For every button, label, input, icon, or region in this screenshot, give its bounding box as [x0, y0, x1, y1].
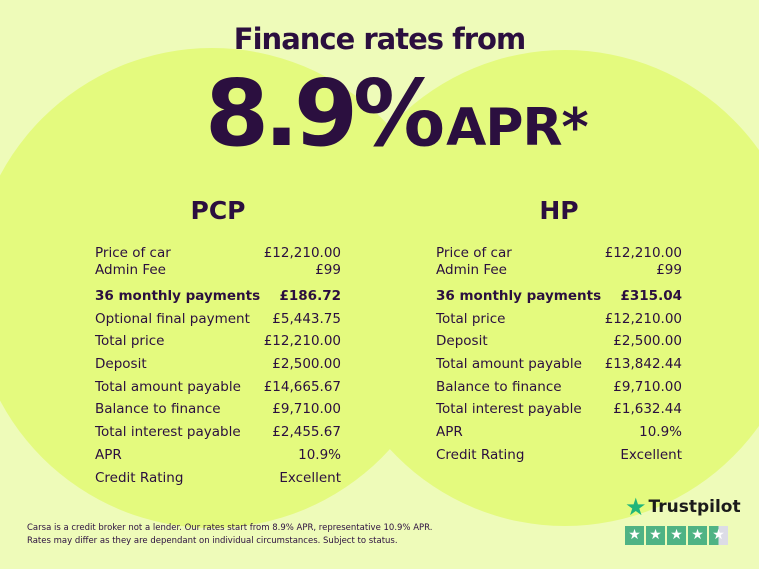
row-label: Admin Fee	[436, 262, 507, 278]
table-row: Optional final payment £5,443.75	[95, 308, 341, 331]
row-label: Price of car	[95, 245, 171, 261]
row-label: Total amount payable	[95, 378, 241, 395]
row-value: £2,500.00	[272, 356, 341, 373]
table-row: Balance to finance £9,710.00	[95, 398, 341, 421]
table-row: Deposit £2,500.00	[95, 353, 341, 376]
rating-half-star-icon: ★	[709, 526, 728, 545]
table-row: Credit Rating Excellent	[95, 467, 341, 490]
table-row: Total interest payable £1,632.44	[436, 398, 682, 421]
row-label: Price of car	[436, 245, 512, 261]
table-row: Total interest payable £2,455.67	[95, 421, 341, 444]
table-row: APR 10.9%	[95, 444, 341, 467]
row-label: Credit Rating	[436, 446, 525, 463]
row-label: Total interest payable	[436, 401, 582, 418]
table-row: Total price £12,210.00	[95, 330, 341, 353]
row-value: £9,710.00	[272, 401, 341, 418]
row-value: £12,210.00	[263, 333, 341, 350]
row-label: APR	[95, 446, 122, 463]
row-label: Total price	[436, 310, 506, 327]
table-row: Admin Fee £99	[95, 262, 341, 279]
disclaimer: Carsa is a credit broker not a lender. O…	[27, 522, 432, 548]
headline: Finance rates from	[233, 22, 526, 56]
hp-table: HP Price of car £12,210.00 Admin Fee £99 36 …	[436, 196, 682, 467]
row-value: £1,632.44	[613, 401, 682, 418]
trustpilot-badge: ★ Trustpilot ★ ★ ★ ★ ★	[625, 493, 741, 545]
rate-suffix: APR*	[446, 98, 589, 158]
pcp-table: PCP Price of car £12,210.00 Admin Fee £99 36…	[95, 196, 341, 489]
headline-rate: 8.9% APR*	[205, 60, 589, 167]
row-value: £315.04	[620, 288, 683, 304]
row-label: Balance to finance	[436, 378, 562, 395]
trustpilot-star-icon: ★	[625, 493, 647, 521]
row-label: Total amount payable	[436, 356, 582, 373]
row-label: 36 monthly payments	[95, 288, 261, 304]
rating-star-icon: ★	[625, 526, 644, 545]
row-value: Excellent	[620, 446, 682, 463]
row-value: £99	[315, 262, 341, 278]
row-label: Admin Fee	[95, 262, 166, 278]
row-value: Excellent	[279, 469, 341, 486]
row-value: £12,210.00	[604, 310, 682, 327]
table-row: Total price £12,210.00	[436, 308, 682, 331]
row-label: APR	[436, 424, 463, 441]
background-circle-right	[327, 50, 759, 526]
table-row: Balance to finance £9,710.00	[436, 376, 682, 399]
disclaimer-line: Rates may differ as they are dependant o…	[27, 536, 398, 546]
row-label: Optional final payment	[95, 310, 250, 327]
row-value: £2,500.00	[613, 333, 682, 350]
row-value: £2,455.67	[272, 424, 341, 441]
row-value: £13,842.44	[604, 356, 682, 373]
pcp-title: PCP	[190, 196, 246, 225]
rate-value: 8.9%	[205, 60, 445, 167]
row-label: 36 monthly payments	[436, 288, 602, 304]
table-row: Price of car £12,210.00	[95, 245, 341, 262]
table-row: APR 10.9%	[436, 421, 682, 444]
background-circle-left	[0, 48, 452, 528]
row-label: Total price	[95, 333, 165, 350]
row-value: £12,210.00	[263, 245, 341, 261]
table-row: Price of car £12,210.00	[436, 245, 682, 262]
trustpilot-rating: ★ ★ ★ ★ ★	[625, 526, 741, 545]
table-row: Deposit £2,500.00	[436, 330, 682, 353]
rating-star-icon: ★	[667, 526, 686, 545]
rating-star-icon: ★	[646, 526, 665, 545]
hp-title: HP	[539, 196, 579, 225]
row-value: £186.72	[279, 288, 342, 304]
row-value: 10.9%	[639, 424, 682, 441]
row-value: £99	[656, 262, 682, 278]
disclaimer-line: Carsa is a credit broker not a lender. O…	[27, 523, 433, 533]
row-label: Credit Rating	[95, 469, 184, 486]
table-row: Total amount payable £13,842.44	[436, 353, 682, 376]
table-row: Admin Fee £99	[436, 262, 682, 279]
row-value: £14,665.67	[263, 378, 341, 395]
table-row: 36 monthly payments £315.04	[436, 285, 682, 308]
row-value: £9,710.00	[613, 378, 682, 395]
row-label: Total interest payable	[95, 424, 241, 441]
row-label: Deposit	[95, 356, 147, 373]
row-value: £5,443.75	[272, 310, 341, 327]
row-value: £12,210.00	[604, 245, 682, 261]
row-label: Balance to finance	[95, 401, 221, 418]
table-row: Total amount payable £14,665.67	[95, 376, 341, 399]
rating-star-icon: ★	[688, 526, 707, 545]
table-row: 36 monthly payments £186.72	[95, 285, 341, 308]
trustpilot-name: Trustpilot	[648, 497, 741, 517]
row-value: 10.9%	[298, 446, 341, 463]
row-label: Deposit	[436, 333, 488, 350]
table-row: Credit Rating Excellent	[436, 444, 682, 467]
